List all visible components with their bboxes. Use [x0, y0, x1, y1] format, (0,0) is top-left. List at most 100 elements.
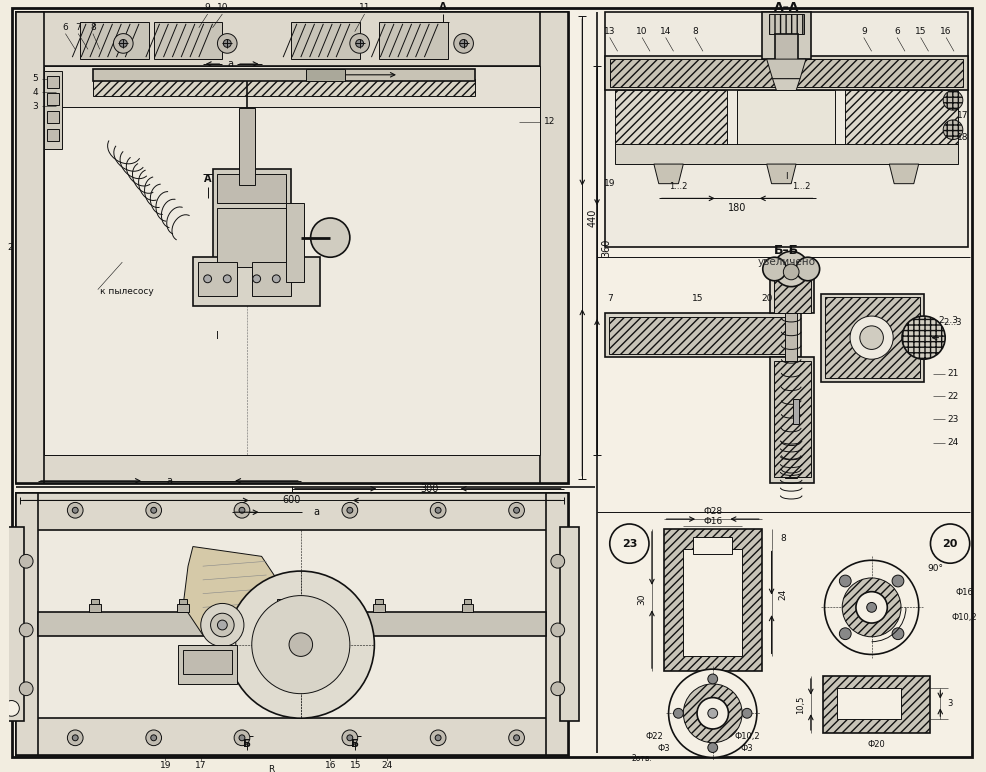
Text: Ф16: Ф16 — [955, 588, 974, 598]
Circle shape — [119, 39, 127, 47]
Circle shape — [551, 682, 565, 696]
Text: 21: 21 — [948, 370, 958, 378]
Circle shape — [151, 735, 157, 741]
Text: 18: 18 — [957, 133, 968, 142]
Circle shape — [67, 503, 83, 518]
Circle shape — [514, 507, 520, 513]
Bar — [43, 66, 540, 107]
Circle shape — [342, 503, 358, 518]
Bar — [193, 257, 320, 306]
Circle shape — [824, 560, 919, 655]
Circle shape — [796, 257, 819, 281]
Bar — [43, 66, 540, 455]
Bar — [376, 598, 384, 604]
Text: 16: 16 — [324, 760, 336, 770]
Circle shape — [224, 39, 231, 47]
Bar — [17, 12, 43, 482]
Bar — [291, 22, 360, 59]
Bar — [546, 493, 568, 756]
Text: 90°: 90° — [928, 564, 944, 573]
Text: 4: 4 — [33, 88, 37, 97]
Bar — [837, 688, 901, 720]
Text: Ф20: Ф20 — [868, 740, 885, 749]
Polygon shape — [767, 164, 796, 184]
Text: 9: 9 — [861, 27, 867, 36]
Bar — [608, 317, 797, 354]
Bar — [277, 598, 285, 604]
Circle shape — [839, 575, 851, 587]
Circle shape — [67, 730, 83, 746]
Bar — [793, 399, 799, 424]
Text: 19: 19 — [604, 179, 615, 188]
Circle shape — [289, 633, 313, 656]
Circle shape — [204, 275, 212, 283]
Circle shape — [509, 503, 525, 518]
Text: 13: 13 — [604, 27, 615, 36]
Bar — [17, 12, 568, 482]
Text: 30: 30 — [638, 594, 647, 605]
Text: 180: 180 — [728, 203, 746, 213]
Text: a: a — [227, 59, 234, 69]
Circle shape — [892, 628, 904, 639]
Text: 23: 23 — [948, 415, 958, 424]
Text: I: I — [785, 172, 788, 181]
Bar — [275, 604, 287, 612]
Text: 23: 23 — [622, 539, 637, 549]
Circle shape — [435, 507, 441, 513]
Circle shape — [783, 264, 799, 279]
Text: Ф3: Ф3 — [740, 744, 753, 753]
Circle shape — [454, 34, 473, 53]
Circle shape — [708, 743, 718, 753]
Circle shape — [272, 275, 280, 283]
Circle shape — [201, 604, 244, 647]
Circle shape — [4, 700, 20, 716]
Text: 15: 15 — [350, 760, 362, 770]
Bar — [183, 649, 232, 674]
Text: 20: 20 — [943, 539, 957, 549]
Bar — [46, 93, 58, 105]
Bar — [609, 59, 962, 86]
Circle shape — [551, 623, 565, 637]
Circle shape — [72, 735, 78, 741]
Circle shape — [342, 730, 358, 746]
Bar — [218, 174, 286, 203]
Circle shape — [211, 613, 234, 637]
Text: a: a — [314, 507, 319, 517]
Bar — [179, 598, 187, 604]
Circle shape — [842, 578, 901, 637]
Text: 6: 6 — [62, 23, 68, 32]
Text: 3: 3 — [948, 699, 952, 708]
Text: Ф28: Ф28 — [703, 506, 723, 516]
Bar — [17, 493, 568, 756]
Bar — [89, 604, 101, 612]
Circle shape — [514, 735, 520, 741]
Circle shape — [742, 709, 752, 718]
Bar — [17, 455, 568, 482]
Circle shape — [435, 735, 441, 741]
Circle shape — [708, 709, 718, 718]
Circle shape — [902, 316, 946, 359]
Text: 19: 19 — [160, 760, 172, 770]
Polygon shape — [773, 79, 800, 90]
Circle shape — [669, 669, 757, 757]
Text: 600: 600 — [283, 496, 301, 506]
Circle shape — [356, 39, 364, 47]
Bar — [91, 598, 99, 604]
Circle shape — [839, 628, 851, 639]
Bar — [46, 111, 58, 123]
Bar — [461, 604, 473, 612]
Bar — [770, 264, 813, 313]
Text: 7: 7 — [606, 294, 612, 303]
Circle shape — [509, 730, 525, 746]
Circle shape — [347, 735, 353, 741]
Circle shape — [151, 507, 157, 513]
Bar — [604, 56, 967, 90]
Text: 15: 15 — [915, 27, 927, 36]
Bar — [80, 22, 149, 59]
Text: Б–Б: Б–Б — [774, 244, 799, 257]
Text: R: R — [268, 765, 274, 772]
Circle shape — [850, 316, 893, 359]
Bar — [683, 549, 742, 656]
Bar — [17, 493, 38, 756]
Bar — [218, 208, 286, 267]
